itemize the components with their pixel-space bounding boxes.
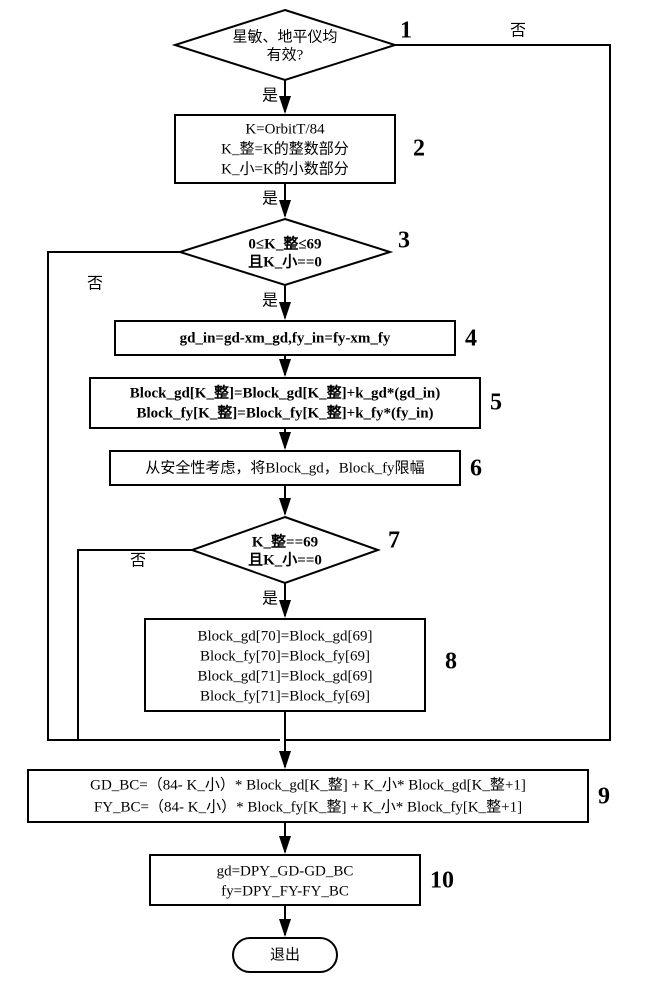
- label-2: 2: [413, 136, 425, 162]
- svg-text:FY_BC=（84- K_小）* Block_fy[K_整]: FY_BC=（84- K_小）* Block_fy[K_整] + K_小* Bl…: [94, 798, 522, 815]
- svg-text:且K_小==0: 且K_小==0: [248, 551, 322, 568]
- node-7: K_整==69 且K_小==0: [192, 517, 378, 583]
- svg-text:K=OrbitT/84: K=OrbitT/84: [245, 121, 325, 137]
- node-10: gd=DPY_GD-GD_BC fy=DPY_FY-FY_BC: [150, 855, 420, 905]
- edge-yes-3: 是: [262, 293, 278, 310]
- edge-yes-1: 是: [262, 88, 278, 105]
- svg-text:K_整=K的整数部分: K_整=K的整数部分: [221, 140, 349, 157]
- label-8: 8: [445, 649, 457, 675]
- svg-text:gd=DPY_GD-GD_BC: gd=DPY_GD-GD_BC: [217, 863, 354, 879]
- svg-text:Block_gd[71]=Block_gd[69]: Block_gd[71]=Block_gd[69]: [197, 668, 372, 684]
- label-4: 4: [465, 326, 477, 352]
- svg-text:K_小=K的小数部分: K_小=K的小数部分: [221, 160, 349, 177]
- svg-text:Block_gd[K_整]=Block_gd[K_整]+k_: Block_gd[K_整]=Block_gd[K_整]+k_gd*(gd_in): [130, 383, 440, 401]
- node-8: Block_gd[70]=Block_gd[69] Block_fy[70]=B…: [145, 619, 425, 711]
- flowchart-svg: 星敏、地平仪均 有效? 1 否 是 K=OrbitT/84 K_整=K的整数部分…: [0, 0, 657, 1000]
- label-3: 3: [398, 228, 410, 254]
- edge-yes-7: 是: [262, 591, 278, 608]
- label-1: 1: [400, 18, 412, 44]
- label-9: 9: [598, 784, 610, 810]
- edge-no-7: 否: [130, 553, 146, 570]
- node-5: Block_gd[K_整]=Block_gd[K_整]+k_gd*(gd_in)…: [90, 378, 480, 428]
- label-5: 5: [490, 390, 502, 416]
- label-6: 6: [470, 456, 482, 482]
- svg-text:Block_fy[K_整]=Block_fy[K_整]+k_: Block_fy[K_整]=Block_fy[K_整]+k_fy*(fy_in): [136, 403, 433, 421]
- svg-text:K_整==69: K_整==69: [252, 532, 318, 550]
- edge-yes-2: 是: [262, 191, 278, 208]
- node-exit: 退出: [233, 938, 337, 972]
- edge-no-1: 否: [510, 23, 526, 40]
- svg-text:gd_in=gd-xm_gd,fy_in=fy-xm_fy: gd_in=gd-xm_gd,fy_in=fy-xm_fy: [180, 330, 391, 346]
- svg-text:星敏、地平仪均: 星敏、地平仪均: [232, 28, 337, 45]
- svg-text:Block_fy[70]=Block_fy[69]: Block_fy[70]=Block_fy[69]: [200, 648, 370, 664]
- node-9: GD_BC=（84- K_小）* Block_gd[K_整] + K_小* Bl…: [28, 770, 588, 822]
- svg-text:Block_gd[70]=Block_gd[69]: Block_gd[70]=Block_gd[69]: [197, 628, 372, 644]
- node-4: gd_in=gd-xm_gd,fy_in=fy-xm_fy: [115, 321, 455, 355]
- edge-no-3: 否: [87, 276, 103, 293]
- svg-text:GD_BC=（84- K_小）* Block_gd[K_整]: GD_BC=（84- K_小）* Block_gd[K_整] + K_小* Bl…: [90, 776, 526, 793]
- svg-text:fy=DPY_FY-FY_BC: fy=DPY_FY-FY_BC: [221, 883, 349, 899]
- label-10: 10: [430, 868, 454, 894]
- node-3: 0≤K_整≤69 且K_小==0: [180, 219, 390, 285]
- node-1: 星敏、地平仪均 有效?: [175, 10, 395, 80]
- svg-text:有效?: 有效?: [267, 46, 304, 63]
- svg-text:Block_fy[71]=Block_fy[69]: Block_fy[71]=Block_fy[69]: [200, 688, 370, 704]
- node-2: K=OrbitT/84 K_整=K的整数部分 K_小=K的小数部分: [175, 115, 395, 183]
- svg-text:且K_小==0: 且K_小==0: [248, 253, 322, 270]
- svg-text:退出: 退出: [270, 946, 300, 963]
- svg-text:从安全性考虑，将Block_gd，Block_fy限幅: 从安全性考虑，将Block_gd，Block_fy限幅: [145, 458, 424, 476]
- node-6: 从安全性考虑，将Block_gd，Block_fy限幅: [110, 451, 460, 485]
- label-7: 7: [388, 528, 400, 554]
- svg-text:0≤K_整≤69: 0≤K_整≤69: [248, 234, 321, 252]
